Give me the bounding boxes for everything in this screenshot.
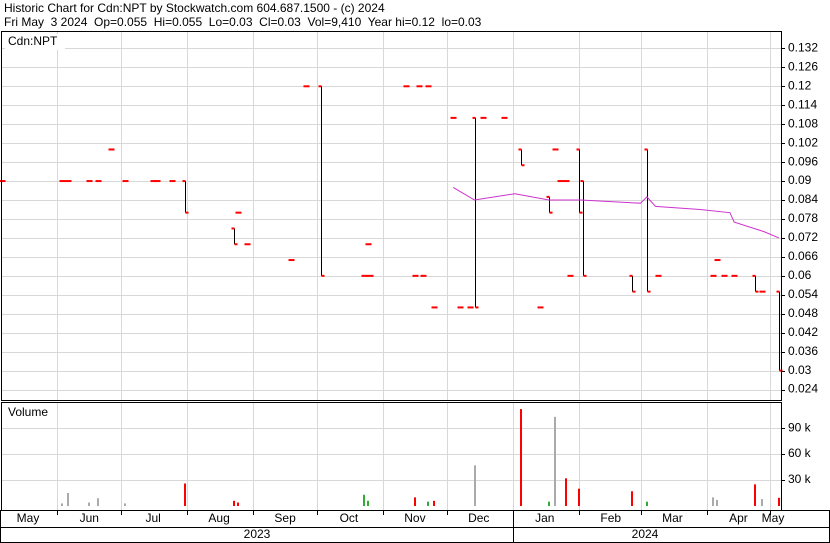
year-label: 2024 bbox=[632, 527, 659, 541]
volume-bar bbox=[367, 500, 369, 506]
label-bg bbox=[5, 34, 65, 50]
x-tick-label: Jul bbox=[145, 511, 160, 525]
volume-bar bbox=[712, 497, 714, 506]
y-tick-label: 0.03 bbox=[788, 363, 812, 377]
x-tick-label: Jan bbox=[535, 511, 554, 525]
y-tick-label: 60 k bbox=[788, 446, 812, 460]
y-tick-label: 30 k bbox=[788, 472, 812, 486]
volume-bar bbox=[124, 503, 126, 506]
volume-bar bbox=[761, 499, 763, 506]
y-tick-label: 0.12 bbox=[788, 78, 812, 92]
price-frame bbox=[1, 31, 782, 401]
volume-bar bbox=[548, 501, 550, 506]
volume-bar bbox=[237, 502, 239, 506]
y-tick-label: 0.114 bbox=[788, 97, 817, 111]
x-tick-label: Mar bbox=[662, 511, 683, 525]
chart-subtitle: Fri May 3 2024 Op=0.055 Hi=0.055 Lo=0.03… bbox=[4, 15, 482, 29]
moving-average bbox=[452, 186, 780, 239]
y-tick-label: 0.096 bbox=[788, 154, 818, 168]
volume-bar bbox=[184, 483, 186, 506]
y-tick-label: 0.108 bbox=[788, 116, 818, 130]
x-tick-label: Apr bbox=[729, 511, 748, 525]
volume-bar bbox=[631, 491, 633, 506]
y-tick-label: 0.048 bbox=[788, 306, 818, 320]
volume-label: Volume bbox=[8, 405, 48, 419]
volume-bar bbox=[578, 488, 580, 506]
x-tick-label: Dec bbox=[468, 511, 489, 525]
volume-bar bbox=[754, 484, 756, 506]
y-tick-label: 0.054 bbox=[788, 287, 818, 301]
y-tick-label: 0.042 bbox=[788, 325, 818, 339]
x-tick-label: May bbox=[762, 511, 785, 525]
volume-bar bbox=[88, 502, 90, 506]
symbol-label: Cdn:NPT bbox=[8, 34, 58, 48]
y-tick-label: 0.072 bbox=[788, 230, 818, 244]
volume-bar bbox=[520, 409, 522, 506]
year-label: 2023 bbox=[244, 527, 271, 541]
y-tick-label: 0.09 bbox=[788, 173, 812, 187]
y-tick-label: 0.102 bbox=[788, 135, 818, 149]
volume-bar bbox=[565, 478, 567, 506]
y-tick-label: 0.084 bbox=[788, 192, 818, 206]
y-tick-label: 0.132 bbox=[788, 41, 818, 55]
volume-bar bbox=[778, 497, 780, 506]
y-tick-label: 0.06 bbox=[788, 268, 812, 282]
x-tick-label: Feb bbox=[600, 511, 621, 525]
y-tick-label: 90 k bbox=[788, 420, 812, 434]
volume-bar bbox=[97, 498, 99, 506]
volume-bar bbox=[646, 501, 648, 506]
x-tick-label: Sep bbox=[274, 511, 296, 525]
volume-bar bbox=[61, 503, 63, 506]
label-bg bbox=[5, 405, 57, 421]
x-tick-label: Aug bbox=[208, 511, 229, 525]
y-tick-label: 0.078 bbox=[788, 211, 818, 225]
x-tick-label: Oct bbox=[340, 511, 359, 525]
chart-title: Historic Chart for Cdn:NPT by Stockwatch… bbox=[4, 1, 385, 15]
y-tick-label: 0.024 bbox=[788, 382, 818, 396]
volume-bar bbox=[363, 494, 365, 506]
y-tick-label: 0.126 bbox=[788, 60, 818, 74]
plot-layer: 0.024 0.03 0.036 0.042 0.048 0.054 0.06 0.066 0.… bbox=[0, 31, 818, 510]
x-tick-label: Jun bbox=[80, 511, 99, 525]
y-tick-label: 0.036 bbox=[788, 344, 818, 358]
volume-bar bbox=[474, 465, 476, 506]
y-tick-label: 0.066 bbox=[788, 249, 818, 263]
volume-bar bbox=[554, 416, 556, 506]
x-tick-label: Nov bbox=[404, 511, 425, 525]
volume-bar bbox=[67, 493, 69, 506]
x-tick-label: May bbox=[17, 511, 40, 525]
volume-bar bbox=[427, 501, 429, 506]
volume-bar bbox=[233, 500, 235, 506]
volume-bar bbox=[414, 497, 416, 506]
volume-bar bbox=[716, 499, 718, 506]
volume-bar bbox=[433, 500, 435, 506]
